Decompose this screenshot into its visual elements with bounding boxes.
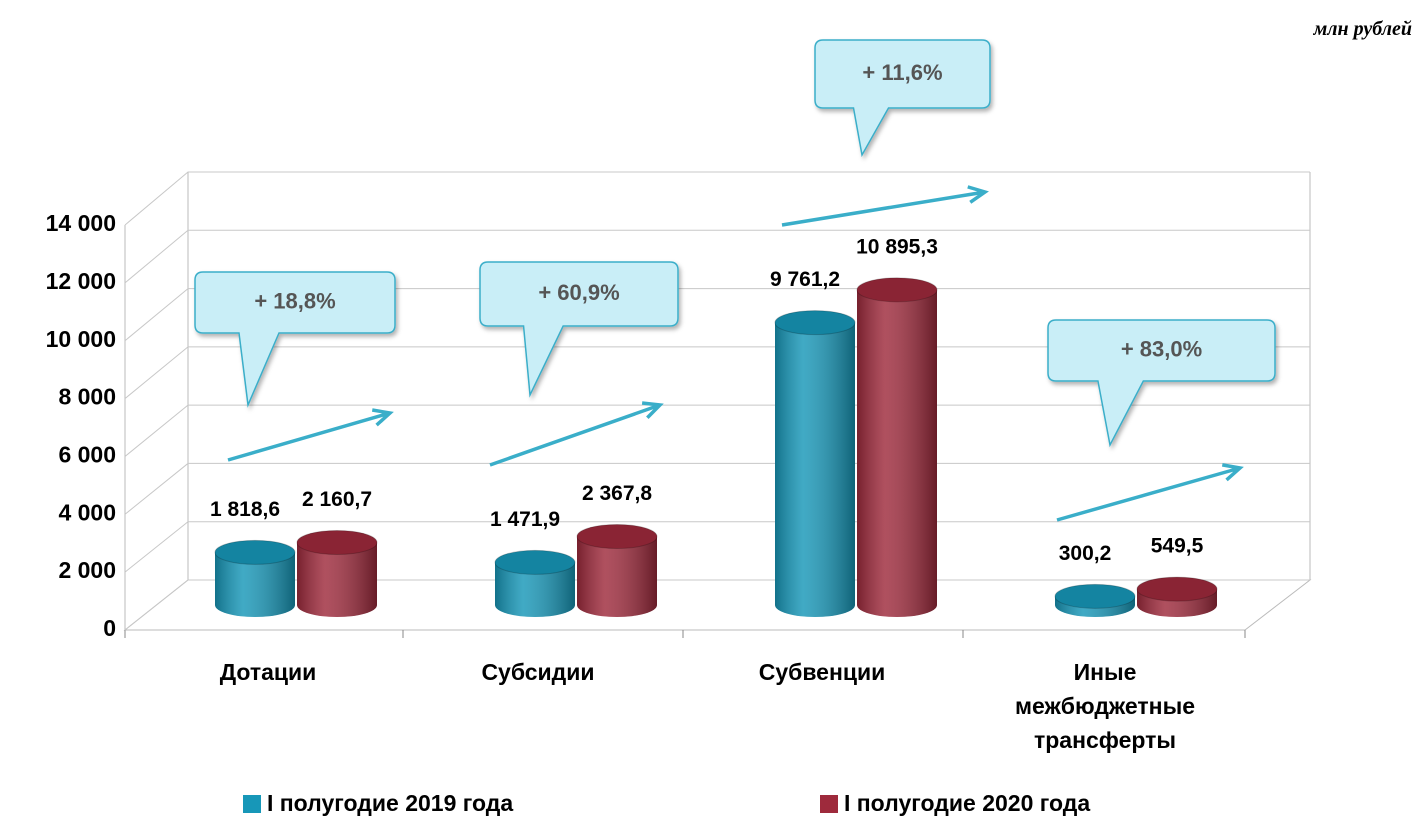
value-label: 9 761,2	[770, 268, 840, 291]
bar-top-shade	[775, 310, 855, 335]
y-tick-label: 2 000	[58, 557, 116, 583]
bar	[1136, 576, 1218, 617]
bar-top-shade	[857, 277, 937, 302]
bar-shading	[215, 552, 295, 617]
bar-shading	[297, 542, 377, 617]
bar-top-shade	[215, 540, 295, 565]
annotation: + 18,8%	[254, 288, 335, 313]
trend-arrow	[227, 408, 394, 462]
legend-label: I полугодие 2020 года	[844, 790, 1091, 816]
value-label: 300,2	[1059, 542, 1112, 565]
bar-shading	[577, 536, 657, 617]
callout	[1047, 319, 1276, 448]
callout	[479, 261, 679, 398]
y-tick-label: 8 000	[58, 384, 116, 410]
legend-item: I полугодие 2020 года	[820, 790, 1090, 817]
bar-top	[214, 539, 296, 565]
bar-top-shade	[297, 530, 377, 555]
y-tick-label: 10 000	[46, 326, 116, 352]
bar-shading	[775, 322, 855, 617]
callout	[194, 271, 396, 408]
annotation: + 11,6%	[862, 60, 942, 85]
y-tick-label: 4 000	[58, 499, 116, 525]
y-tick-label: 12 000	[46, 268, 116, 294]
bar	[774, 310, 856, 617]
value-label: 1 818,6	[210, 498, 280, 521]
x-ticks	[124, 630, 1246, 638]
bar-top-shade	[1055, 584, 1135, 609]
legend-swatch	[820, 794, 838, 813]
unit-label: млн рублей	[1313, 18, 1412, 40]
annotation: + 60,9%	[538, 280, 619, 305]
bar-top-shade	[1137, 577, 1217, 602]
y-tick-label: 6 000	[58, 442, 116, 468]
bar-top	[1136, 576, 1218, 602]
bar	[576, 524, 658, 617]
bar-top	[576, 524, 658, 550]
y-tick-label: 14 000	[46, 210, 116, 236]
bar-top-shade	[577, 524, 657, 549]
bar	[494, 549, 576, 617]
value-label: 549,5	[1151, 535, 1204, 558]
bar-top	[1054, 583, 1136, 609]
legend-swatch	[243, 794, 261, 813]
bar	[856, 277, 938, 617]
category-label: Субсидии	[481, 659, 595, 685]
bar-top	[296, 529, 378, 555]
bar-shading	[495, 562, 575, 617]
grid-line	[124, 404, 1310, 457]
bar-shading	[857, 289, 937, 617]
bar-top	[856, 277, 938, 303]
value-label: 2 367,8	[582, 482, 652, 505]
grid-line	[124, 171, 1310, 226]
trend-arrow	[489, 401, 664, 467]
value-label: 10 895,3	[856, 235, 938, 258]
category-label: Дотации	[219, 659, 317, 685]
bar-top	[774, 310, 856, 336]
bar	[296, 529, 378, 617]
value-label: 2 160,7	[302, 488, 372, 511]
legend-item: I полугодие 2019 года	[243, 790, 513, 817]
bar	[214, 539, 296, 617]
category-label: Иные межбюджетные трансферты	[1014, 659, 1196, 753]
legend-label: I полугодие 2019 года	[267, 790, 514, 816]
bar-top-shade	[495, 550, 575, 575]
category-label: Субвенции	[758, 659, 886, 685]
y-tick-label: 0	[103, 615, 116, 641]
bar	[1054, 583, 1136, 617]
trend-arrow	[781, 185, 989, 227]
annotation: + 83,0%	[1121, 336, 1202, 361]
trend-arrow	[1056, 463, 1244, 522]
value-label: 1 471,9	[490, 508, 560, 531]
callout	[814, 39, 991, 158]
grid-line	[124, 229, 1310, 284]
bar-top	[494, 549, 576, 575]
